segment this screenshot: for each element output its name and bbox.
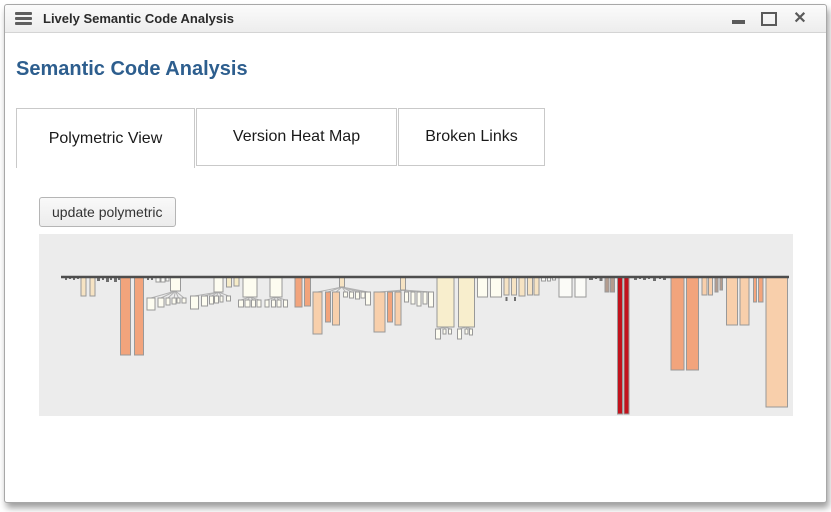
minimize-icon (731, 20, 745, 24)
polymetric-chart (39, 234, 793, 416)
minimize-button[interactable] (730, 11, 746, 27)
close-button[interactable]: ✕ (792, 9, 808, 27)
tab-label: Version Heat Map (232, 128, 361, 145)
tab-label: Polymetric View (48, 129, 163, 147)
title-bar: Lively Semantic Code Analysis ✕ (5, 5, 826, 33)
window-controls: ✕ (730, 9, 808, 27)
window-title: Lively Semantic Code Analysis (43, 11, 234, 26)
tab-bar: Polymetric View Version Heat Map Broken … (16, 108, 816, 168)
app-window: Lively Semantic Code Analysis ✕ Semantic… (4, 4, 827, 503)
tab-polymetric-view[interactable]: Polymetric View (16, 108, 195, 168)
tab-label: Broken Links (425, 128, 518, 145)
polymetric-chart-svg (61, 275, 789, 415)
maximize-icon (761, 11, 777, 26)
window-content: Semantic Code Analysis Polymetric View V… (5, 33, 826, 502)
tab-broken-links[interactable]: Broken Links (398, 108, 545, 166)
tab-version-heat-map[interactable]: Version Heat Map (196, 108, 397, 166)
close-icon: ✕ (793, 9, 807, 27)
maximize-button[interactable] (761, 11, 777, 27)
tab-panel-polymetric: update polymetric (39, 197, 816, 416)
menu-icon[interactable] (15, 12, 32, 25)
page-title: Semantic Code Analysis (16, 58, 248, 80)
update-polymetric-button[interactable]: update polymetric (39, 197, 176, 227)
